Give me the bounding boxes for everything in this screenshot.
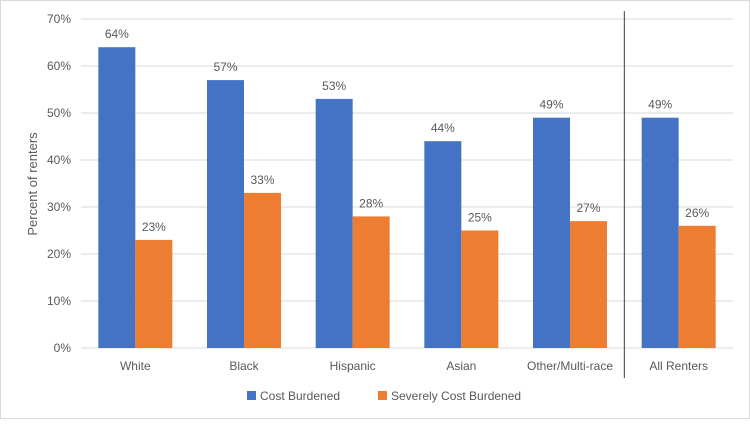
data-label: 49% (648, 98, 672, 112)
data-label: 44% (431, 121, 455, 135)
x-tick-label: Asian (446, 359, 476, 373)
y-tick-label: 20% (47, 247, 71, 261)
y-tick-label: 40% (47, 153, 71, 167)
bar-severely-cost-burdened (461, 230, 499, 348)
data-label: 53% (322, 79, 346, 93)
legend-label: Cost Burdened (260, 389, 340, 403)
y-tick-label: 50% (47, 106, 71, 120)
data-label: 27% (576, 201, 600, 215)
bar-severely-cost-burdened (135, 239, 173, 348)
y-tick-label: 70% (47, 12, 71, 26)
x-tick-label: Black (229, 359, 259, 373)
legend-label: Severely Cost Burdened (391, 389, 521, 403)
bar-cost-burdened (533, 117, 570, 348)
bar-cost-burdened (98, 47, 136, 348)
bar-severely-cost-burdened (352, 216, 390, 348)
x-tick-label: All Renters (649, 359, 708, 373)
bar-severely-cost-burdened (678, 225, 716, 348)
y-axis-label: Percent of renters (25, 132, 40, 236)
bar-cost-burdened (641, 117, 679, 348)
x-tick-label: White (120, 359, 151, 373)
bar-severely-cost-burdened (244, 192, 281, 348)
y-tick-label: 60% (47, 59, 71, 73)
data-label: 25% (468, 211, 492, 225)
x-tick-label: Hispanic (330, 359, 376, 373)
legend-swatch (247, 391, 256, 400)
data-label: 28% (359, 196, 383, 210)
bar-cost-burdened (315, 98, 353, 349)
bar-cost-burdened (207, 80, 244, 348)
data-label: 57% (213, 60, 237, 74)
y-tick-label: 30% (47, 200, 71, 214)
y-tick-label: 0% (54, 341, 72, 355)
bar-cost-burdened (424, 141, 462, 348)
data-label: 23% (142, 220, 166, 234)
x-tick-label: Other/Multi-race (527, 359, 613, 373)
data-label: 49% (539, 98, 563, 112)
data-label: 33% (250, 173, 274, 187)
data-label: 26% (685, 206, 709, 220)
bar-severely-cost-burdened (570, 221, 607, 348)
data-label: 64% (105, 27, 129, 41)
y-tick-label: 10% (47, 294, 71, 308)
legend-swatch (378, 391, 387, 400)
